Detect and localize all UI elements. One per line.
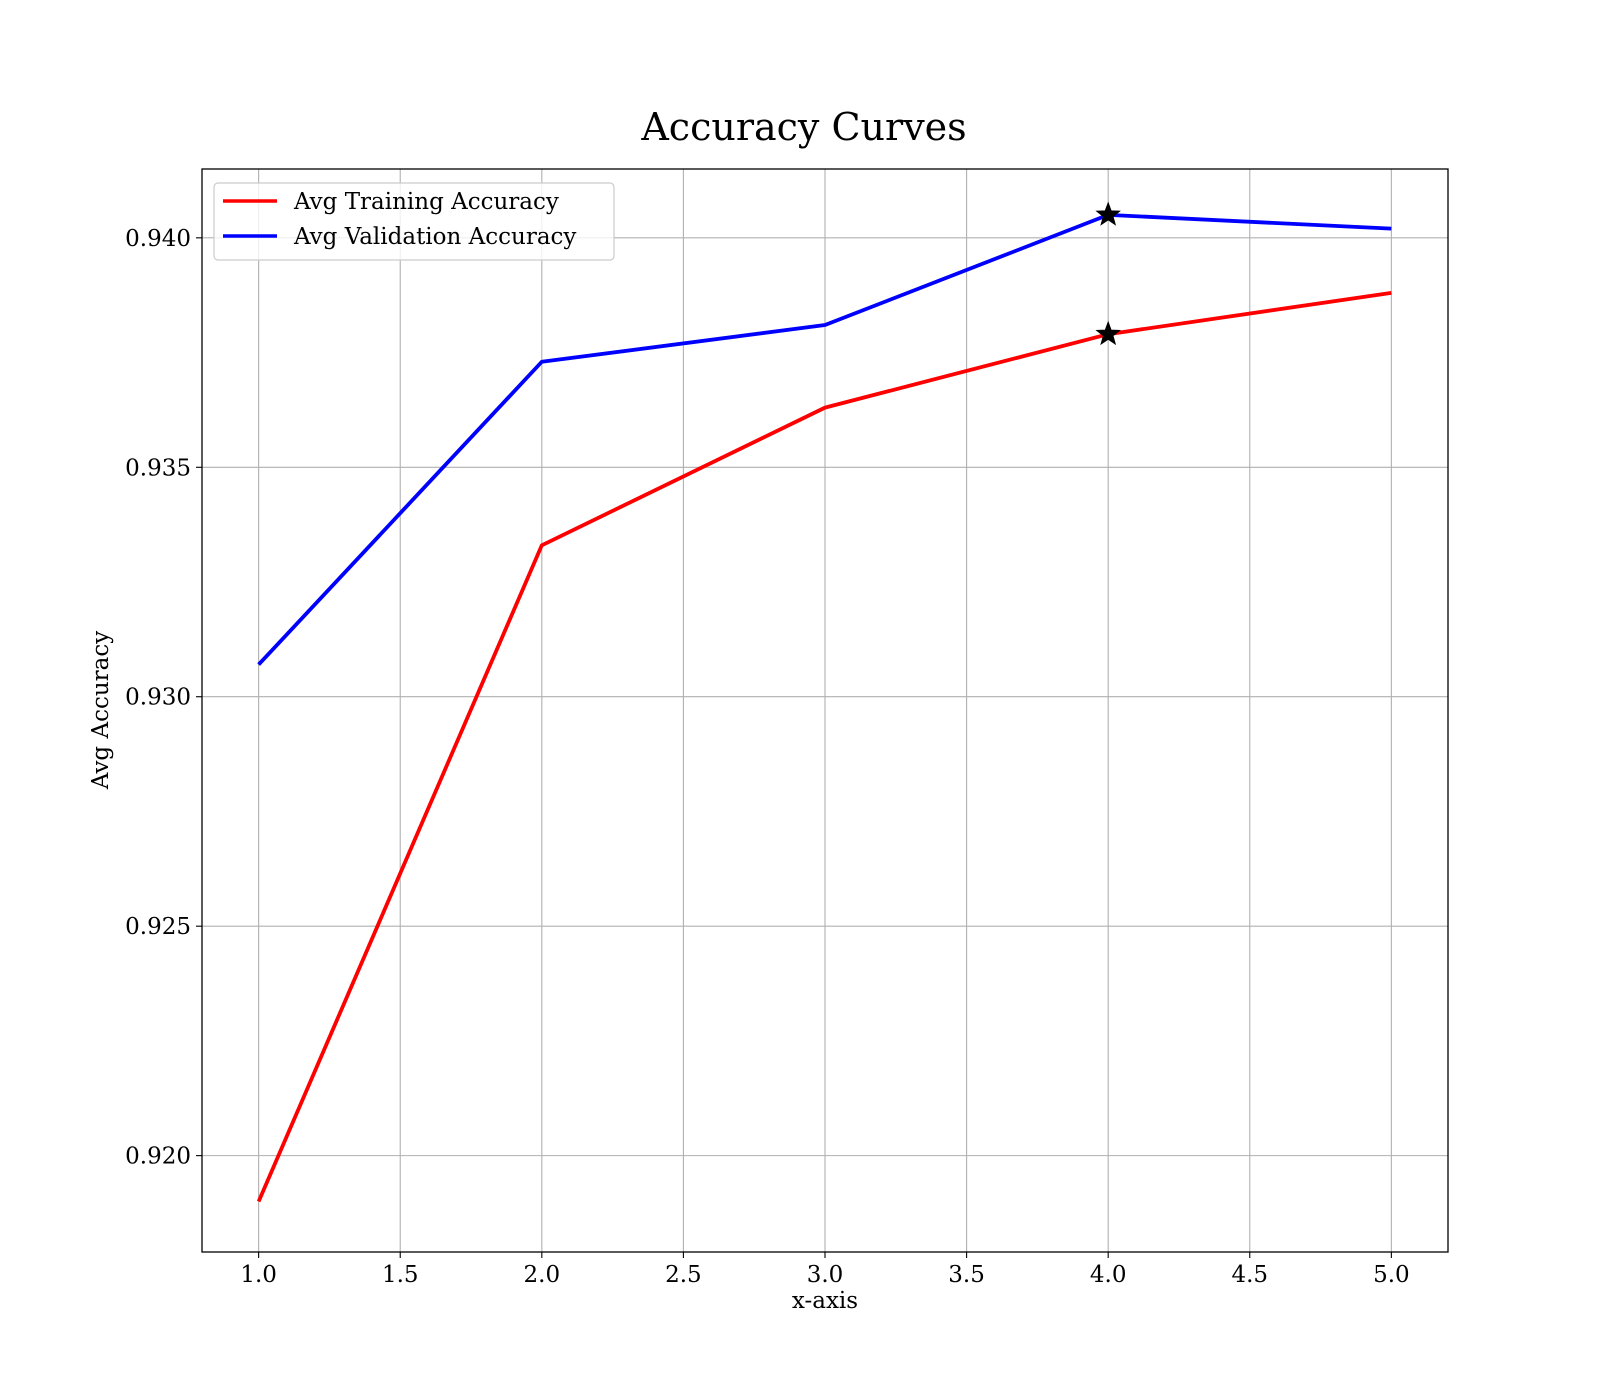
star-icon	[1095, 201, 1121, 226]
x-tick-label: 1.5	[382, 1262, 419, 1288]
y-axis-label: Avg Accuracy	[88, 631, 114, 790]
legend: Avg Training Accuracy Avg Validation Acc…	[213, 182, 615, 261]
y-tick-label: 0.930	[125, 685, 191, 711]
x-tick-label: 5.0	[1373, 1262, 1410, 1288]
x-tick-label: 2.5	[665, 1262, 702, 1288]
x-tick-label: 4.0	[1090, 1262, 1127, 1288]
legend-label-training: Avg Training Accuracy	[293, 189, 559, 215]
star-icon	[1095, 320, 1121, 346]
chart-title: Accuracy Curves	[640, 105, 966, 149]
x-tick-label: 1.0	[240, 1262, 277, 1288]
best-markers	[1095, 201, 1121, 346]
x-tick-label: 2.0	[524, 1262, 561, 1288]
series-lines	[256, 212, 1392, 1203]
axis-ticks: 1.0 1.5 2.0 2.5 3.0 3.5 4.0 4.5 5.0 0.920 0.925 0.9…	[125, 226, 1410, 1288]
plot-frame	[201, 168, 1449, 1253]
y-tick-label: 0.935	[125, 455, 191, 481]
legend-box	[213, 182, 615, 261]
y-tick-label: 0.920	[125, 1144, 191, 1170]
x-axis-label: x-axis	[792, 1288, 858, 1314]
y-tick-label: 0.925	[125, 914, 191, 940]
x-tick-label: 3.5	[948, 1262, 985, 1288]
legend-label-validation: Avg Validation Accuracy	[293, 224, 576, 250]
grid	[202, 169, 1448, 1252]
x-tick-label: 4.5	[1231, 1262, 1268, 1288]
y-tick-label: 0.940	[125, 226, 191, 252]
x-tick-label: 3.0	[807, 1262, 844, 1288]
